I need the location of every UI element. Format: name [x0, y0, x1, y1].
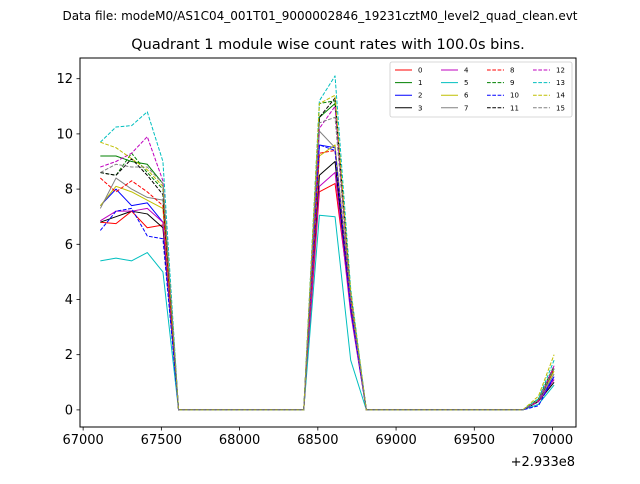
- legend-label-3: 3: [418, 104, 422, 112]
- x-tick-label: 68000: [219, 433, 260, 448]
- x-tick-label: 67500: [141, 433, 182, 448]
- legend-label-1: 1: [418, 79, 422, 87]
- y-tick-label: 8: [65, 183, 73, 198]
- x-tick-label: 68500: [297, 433, 338, 448]
- legend-label-9: 9: [510, 79, 514, 87]
- legend-label-12: 12: [556, 67, 565, 75]
- y-tick-label: 10: [56, 127, 73, 142]
- legend-label-6: 6: [464, 92, 469, 100]
- legend-label-10: 10: [510, 92, 519, 100]
- series-line-13: [99, 75, 555, 411]
- series-layer: [99, 75, 555, 411]
- legend-label-15: 15: [556, 104, 565, 112]
- x-tick-label: 69000: [375, 433, 416, 448]
- y-axis: 0 2 4 6 8 10 12: [56, 72, 80, 418]
- legend-label-2: 2: [418, 92, 422, 100]
- y-tick-label: 12: [56, 72, 73, 87]
- x-tick-label: 67000: [62, 433, 103, 448]
- series-line-15: [100, 116, 555, 411]
- x-axis: 67000 67500 68000 68500 69000 69500 70000: [62, 427, 573, 448]
- x-tick-label: 70000: [532, 433, 573, 448]
- plot-frame: [79, 57, 577, 428]
- legend-label-7: 7: [464, 104, 468, 112]
- figure-suptitle: Data file: modeM0/AS1C04_001T01_90000028…: [62, 9, 577, 23]
- y-tick-label: 6: [65, 238, 73, 253]
- legend-label-11: 11: [510, 104, 519, 112]
- y-tick-label: 4: [65, 293, 73, 308]
- x-tick-label: 69500: [454, 433, 495, 448]
- y-tick-label: 0: [65, 403, 73, 418]
- legend-label-8: 8: [510, 67, 514, 75]
- chart-title: Quadrant 1 module wise count rates with …: [131, 37, 525, 53]
- y-tick-label: 2: [65, 348, 73, 363]
- legend-label-13: 13: [556, 79, 565, 87]
- legend-label-14: 14: [556, 92, 565, 100]
- legend-label-4: 4: [464, 67, 469, 75]
- x-axis-offset-label: +2.933e8: [511, 455, 575, 470]
- legend-box: [389, 61, 573, 118]
- legend-label-0: 0: [418, 67, 422, 75]
- legend-label-5: 5: [464, 79, 468, 87]
